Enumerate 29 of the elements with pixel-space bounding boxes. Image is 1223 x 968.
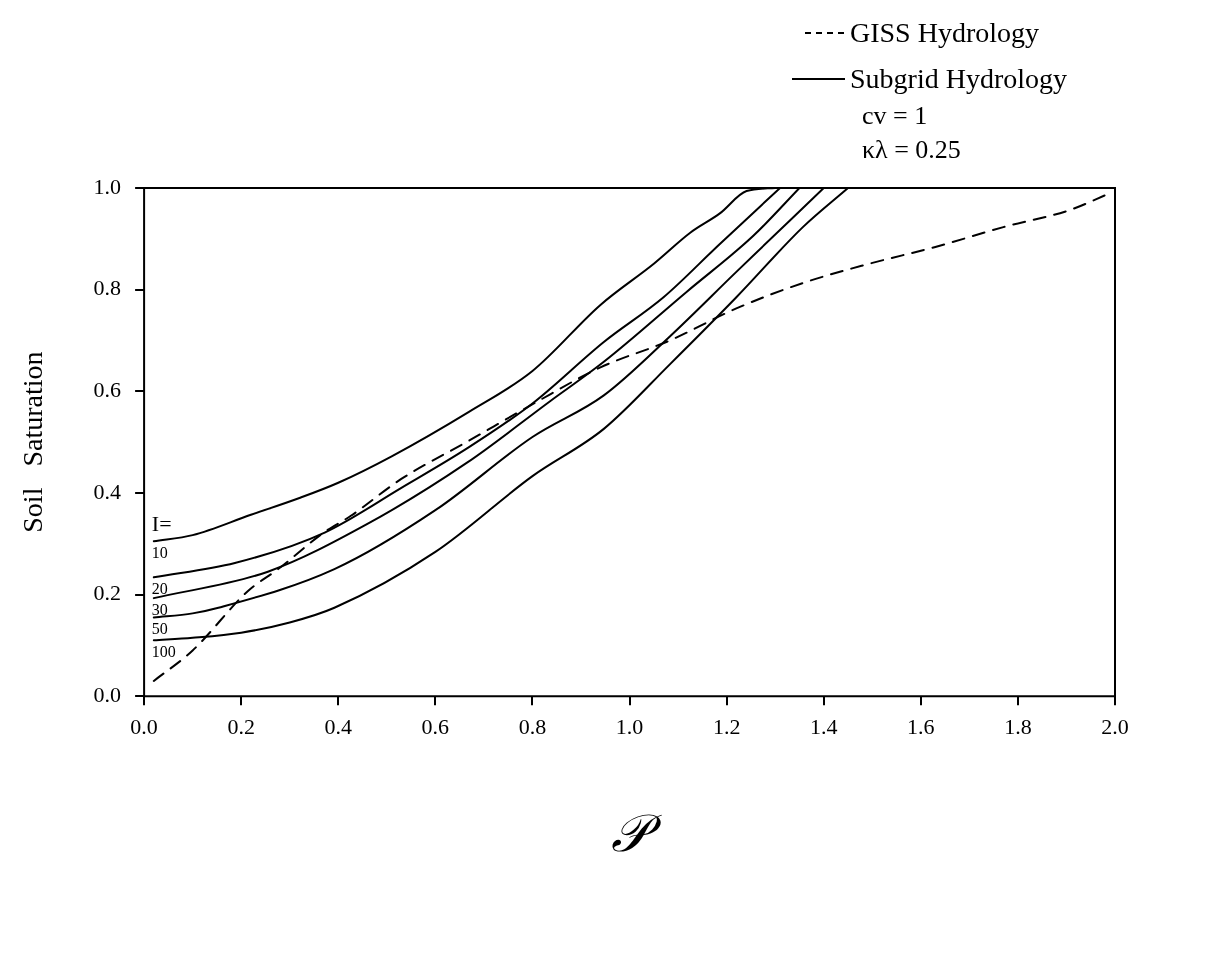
x-tick-label: 1.8 xyxy=(1004,714,1032,740)
series-label: 20 xyxy=(151,580,168,598)
x-tick-label: 1.4 xyxy=(809,714,838,740)
x-tick-label: 1.6 xyxy=(907,714,935,740)
annotation: I= xyxy=(151,511,172,537)
y-tick-label: 0.8 xyxy=(93,275,122,301)
x-tick-label: 0.8 xyxy=(518,714,547,740)
y-tick-label: 0.4 xyxy=(93,478,122,504)
y-tick-label: 0.2 xyxy=(93,580,122,606)
x-tick-label: 0.6 xyxy=(421,714,450,740)
y-tick-label: 0.0 xyxy=(93,681,122,707)
y-axis-title: Soil Saturation xyxy=(17,351,49,533)
series-label: 100 xyxy=(151,643,176,661)
text: Subgrid Hydrology xyxy=(850,63,1067,94)
y-tick-label: 1.0 xyxy=(93,173,122,199)
x-tick-label: 1.0 xyxy=(615,714,644,740)
series-label: 10 xyxy=(151,544,168,562)
x-tick-label: 0.4 xyxy=(324,714,353,740)
y-tick-label: 0.6 xyxy=(93,377,122,403)
x-tick-label: 0.2 xyxy=(227,714,255,740)
x-tick-label: 2.0 xyxy=(1101,714,1129,740)
x-tick-label: 0.0 xyxy=(130,714,158,740)
series-label: 50 xyxy=(151,620,168,638)
legend-label: GISS Hydrology xyxy=(850,17,1040,48)
x-axis-title: 𝒫 xyxy=(611,805,663,863)
x-tick-label: 1.2 xyxy=(712,714,741,740)
series-label: 30 xyxy=(151,601,168,619)
text: κλ = 0.25 xyxy=(862,135,961,164)
text: cv = 1 xyxy=(862,101,928,130)
